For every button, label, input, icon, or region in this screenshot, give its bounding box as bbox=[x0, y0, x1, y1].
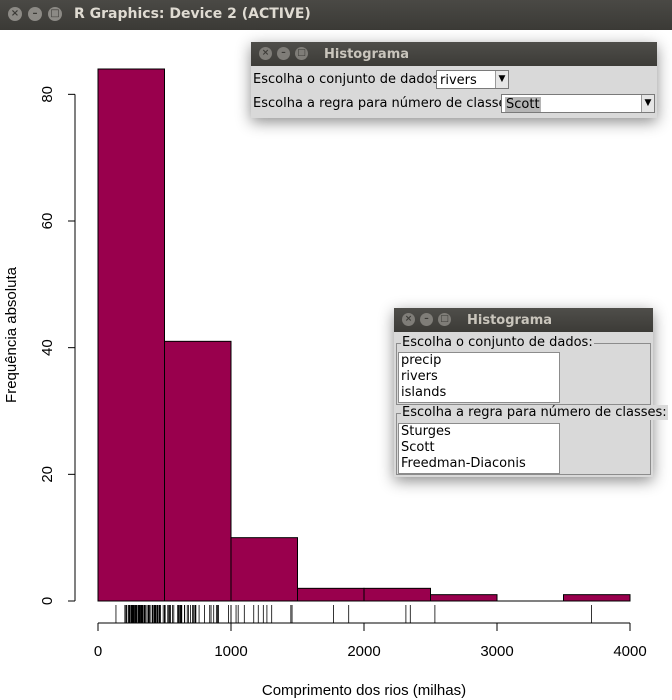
list-item[interactable]: Scott bbox=[401, 440, 435, 455]
x-axis: 0 1000 2000 3000 4000 bbox=[94, 622, 647, 660]
list-item[interactable]: precip bbox=[401, 353, 442, 368]
dataset-label: Escolha o conjunto de dados: bbox=[253, 72, 444, 87]
dataset-listbox[interactable]: precip rivers islands bbox=[398, 352, 560, 403]
list-item[interactable]: Freedman-Diaconis bbox=[401, 456, 526, 471]
y-axis-label: Frequência absoluta bbox=[3, 266, 20, 403]
close-icon[interactable]: × bbox=[259, 47, 272, 60]
chevron-down-icon[interactable]: ▼ bbox=[495, 71, 508, 88]
dataset-value: rivers bbox=[440, 73, 477, 88]
maximize-icon[interactable]: □ bbox=[48, 7, 62, 21]
x-axis-label: Comprimento dos rios (milhas) bbox=[262, 682, 466, 699]
chevron-down-icon[interactable]: ▼ bbox=[641, 95, 654, 112]
x-tick-label: 4000 bbox=[613, 643, 646, 660]
histogram-bar bbox=[363, 587, 431, 602]
histogram-chart: 0 1000 2000 3000 4000 0 20 40 60 80 Comprimento … bbox=[3, 68, 647, 699]
y-axis: 0 20 40 60 80 bbox=[39, 86, 76, 605]
rule-label: Escolha a regra para número de classes: bbox=[253, 96, 518, 111]
minimize-icon[interactable]: – bbox=[28, 7, 42, 21]
dataset-group-title: Escolha o conjunto de dados: bbox=[401, 335, 594, 350]
rule-listbox[interactable]: Sturges Scott Freedman-Diaconis bbox=[398, 423, 560, 474]
dialog-title: Histograma bbox=[467, 313, 553, 328]
histogram-bar bbox=[164, 340, 232, 602]
rule-group-title: Escolha a regra para número de classes: bbox=[401, 405, 668, 420]
dialog-histograma-list: × – □ Histograma Escolha o conjunto de d… bbox=[394, 308, 668, 477]
dialog-titlebar[interactable]: × – □ Histograma bbox=[251, 42, 657, 66]
rule-value: Scott bbox=[505, 97, 541, 112]
dataset-group: Escolha o conjunto de dados: precip rive… bbox=[396, 335, 651, 405]
histogram-bar bbox=[430, 594, 498, 602]
list-item[interactable]: islands bbox=[401, 385, 447, 400]
x-tick-label: 1000 bbox=[214, 643, 247, 660]
y-tick-label: 60 bbox=[39, 213, 56, 230]
histogram-bar bbox=[297, 587, 365, 602]
y-tick-label: 80 bbox=[39, 86, 56, 103]
dialog-histograma-combo: × – □ Histograma Escolha o conjunto de d… bbox=[251, 42, 657, 118]
y-tick-label: 0 bbox=[39, 597, 56, 605]
histogram-bar bbox=[97, 68, 165, 602]
rule-combobox[interactable]: Scott ▼ bbox=[501, 94, 655, 113]
list-item[interactable]: rivers bbox=[401, 369, 438, 384]
rug-marks bbox=[115, 605, 592, 623]
minimize-icon[interactable]: – bbox=[420, 313, 433, 326]
maximize-icon[interactable]: □ bbox=[295, 47, 308, 60]
close-icon[interactable]: × bbox=[402, 313, 415, 326]
y-tick-label: 20 bbox=[39, 466, 56, 483]
y-tick-label: 40 bbox=[39, 339, 56, 356]
dataset-combobox[interactable]: rivers ▼ bbox=[436, 70, 509, 89]
x-tick-label: 0 bbox=[94, 643, 102, 660]
histogram-bar bbox=[230, 537, 298, 602]
minimize-icon[interactable]: – bbox=[277, 47, 290, 60]
window-titlebar[interactable]: × – □ R Graphics: Device 2 (ACTIVE) bbox=[0, 0, 672, 30]
rule-group: Escolha a regra para número de classes: … bbox=[396, 405, 668, 475]
dialog-titlebar[interactable]: × – □ Histograma bbox=[394, 308, 653, 332]
window-title: R Graphics: Device 2 (ACTIVE) bbox=[74, 6, 311, 22]
histogram-bars bbox=[97, 68, 631, 602]
x-tick-label: 3000 bbox=[480, 643, 513, 660]
close-icon[interactable]: × bbox=[8, 7, 22, 21]
list-item[interactable]: Sturges bbox=[401, 424, 451, 439]
histogram-bar bbox=[563, 594, 631, 602]
maximize-icon[interactable]: □ bbox=[438, 313, 451, 326]
dialog-title: Histograma bbox=[324, 47, 410, 62]
x-tick-label: 2000 bbox=[347, 643, 380, 660]
